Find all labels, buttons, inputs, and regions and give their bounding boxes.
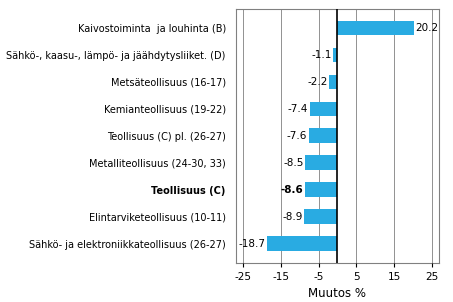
Text: -8.9: -8.9 bbox=[282, 212, 303, 222]
Text: -2.2: -2.2 bbox=[307, 77, 328, 87]
Bar bbox=[309, 101, 337, 116]
Text: -18.7: -18.7 bbox=[238, 239, 265, 249]
X-axis label: Muutos %: Muutos % bbox=[308, 287, 366, 300]
Text: -8.5: -8.5 bbox=[284, 158, 304, 168]
Text: -1.1: -1.1 bbox=[312, 50, 332, 60]
Text: -8.6: -8.6 bbox=[281, 185, 304, 195]
Bar bbox=[333, 47, 337, 63]
Bar bbox=[329, 75, 337, 89]
Bar bbox=[304, 209, 337, 224]
Bar bbox=[305, 156, 337, 170]
Bar bbox=[305, 182, 337, 197]
Bar bbox=[337, 21, 414, 35]
Bar bbox=[309, 128, 337, 143]
Text: 20.2: 20.2 bbox=[415, 23, 439, 33]
Text: -7.6: -7.6 bbox=[287, 131, 307, 141]
Bar bbox=[267, 236, 337, 251]
Text: -7.4: -7.4 bbox=[288, 104, 308, 114]
